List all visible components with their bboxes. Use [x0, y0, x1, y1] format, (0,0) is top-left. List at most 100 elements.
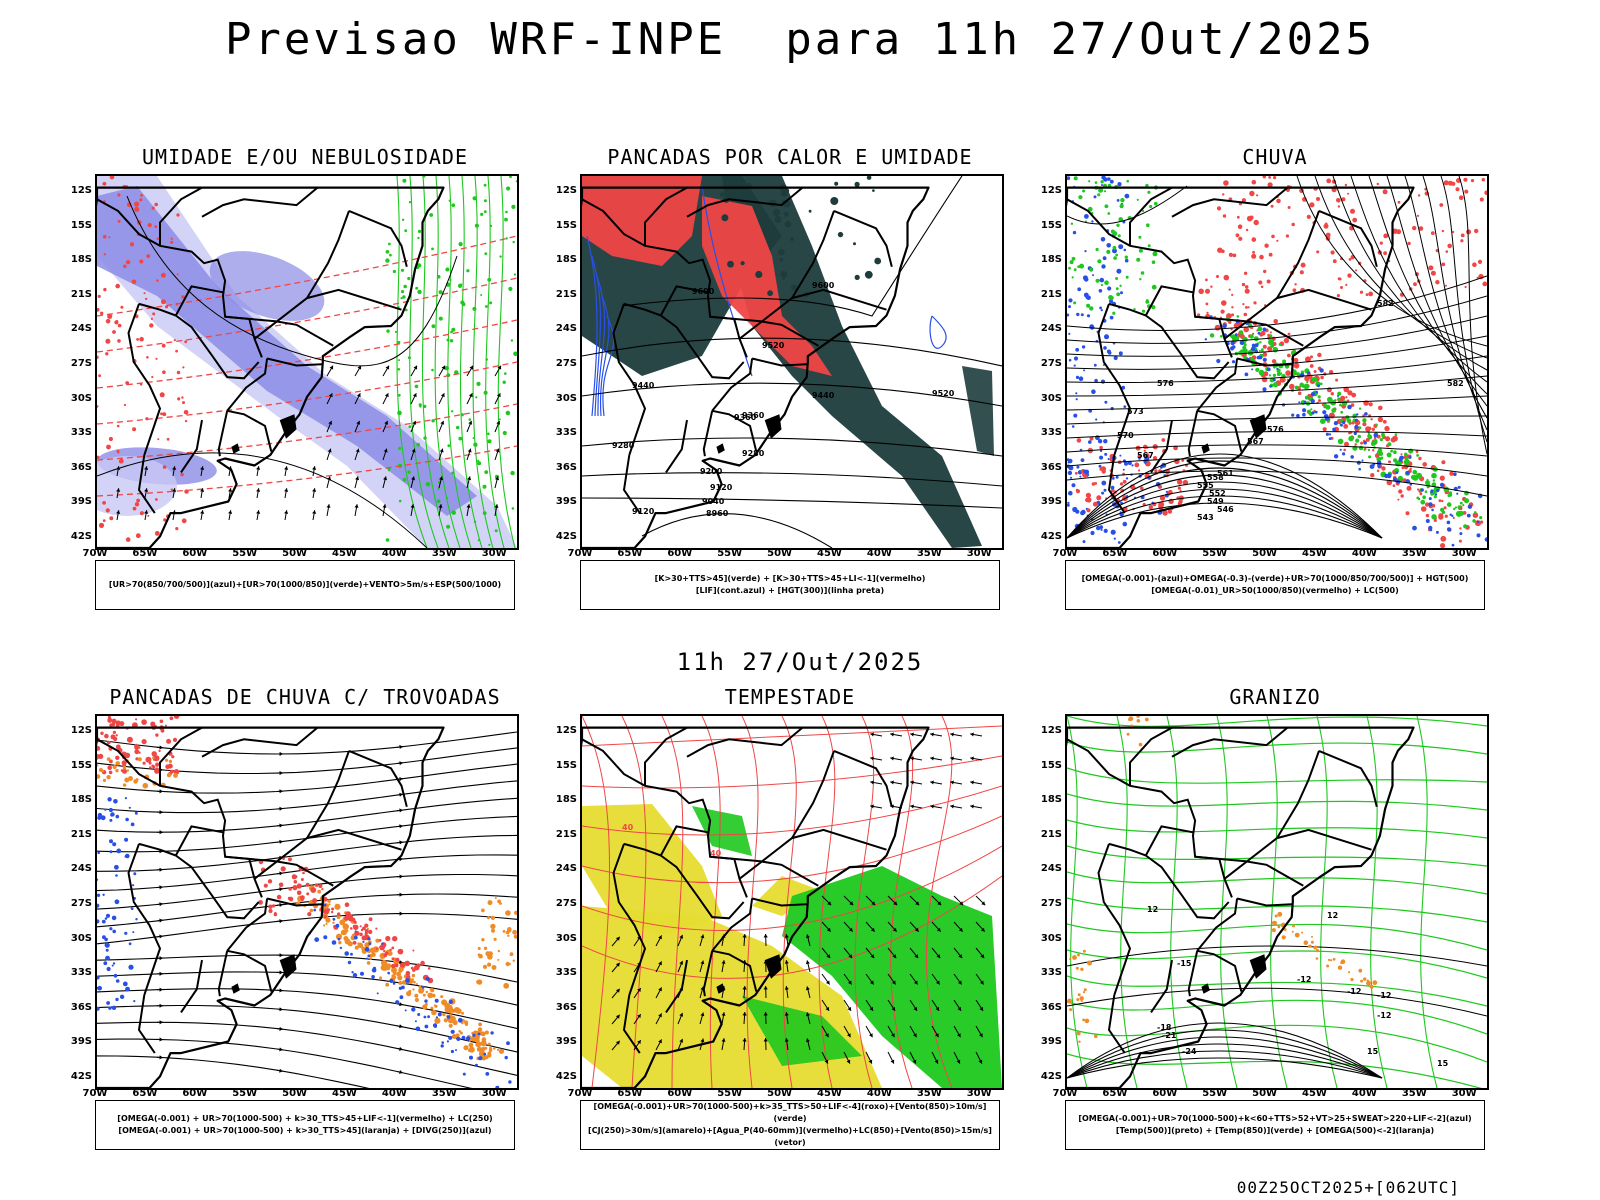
- green-cell: [1268, 339, 1274, 346]
- green-cell: [513, 351, 517, 357]
- blue-cell: [1251, 346, 1256, 351]
- blue-cell: [474, 1063, 478, 1067]
- blue-cell: [372, 966, 377, 970]
- orange-cell: [115, 768, 119, 773]
- red-cell: [1309, 364, 1314, 368]
- blue-cell: [112, 842, 117, 847]
- green-cell: [408, 201, 412, 204]
- wind-vector: [970, 756, 983, 761]
- streamline-arrow: [156, 1037, 164, 1042]
- blue-cell: [354, 930, 357, 933]
- wind-vector: [742, 1037, 747, 1051]
- omega-cell: [1340, 959, 1346, 964]
- state-border: [226, 949, 273, 992]
- blue-cell: [1100, 379, 1106, 384]
- orange-cell: [482, 964, 488, 969]
- hgt500-contour: [1067, 185, 1188, 225]
- streamline-arrow: [156, 789, 164, 794]
- blue-cell: [1075, 347, 1080, 352]
- orange-cell: [112, 764, 117, 770]
- blue-cell: [1232, 345, 1236, 349]
- red-cell: [97, 307, 100, 312]
- blue-cell: [1094, 378, 1098, 383]
- orange-cell: [323, 924, 326, 927]
- red-cell: [115, 734, 118, 737]
- blue-cell: [1100, 449, 1103, 453]
- lon-tick-label: 50W: [282, 548, 308, 559]
- state-border: [1187, 950, 1199, 997]
- red-cell: [1470, 179, 1475, 183]
- red-cell: [383, 953, 388, 958]
- thickness-contour: [97, 403, 517, 461]
- red-cell: [348, 914, 354, 920]
- orange-cell: [354, 945, 359, 950]
- state-border: [702, 950, 714, 997]
- state-border: [833, 749, 893, 807]
- teal-cell: [874, 257, 882, 265]
- green-cell: [480, 294, 483, 296]
- red-cell: [420, 960, 425, 966]
- red-cell: [1346, 399, 1350, 403]
- red-cell: [145, 756, 152, 763]
- green-cell: [1117, 234, 1121, 238]
- red-cell: [1445, 284, 1447, 287]
- green-cell: [1229, 334, 1233, 338]
- green-cell: [1257, 326, 1263, 332]
- blue-cell: [1222, 323, 1227, 329]
- red-cell: [97, 455, 100, 459]
- green-cell: [458, 436, 463, 441]
- green-cell: [511, 204, 516, 209]
- red-cell: [97, 745, 101, 751]
- wind-vector: [466, 420, 473, 433]
- state-border: [159, 186, 203, 246]
- wind-vector: [865, 973, 875, 985]
- red-cell: [1370, 473, 1375, 478]
- lat-tick-label: 30S: [70, 392, 92, 404]
- wind-vector: [326, 504, 331, 517]
- blue-cell: [1160, 466, 1163, 469]
- red-cell: [1347, 390, 1353, 396]
- red-cell: [1402, 478, 1407, 483]
- wind-vector: [633, 987, 642, 999]
- blue-cell: [399, 995, 404, 1000]
- wind-vector: [805, 1012, 811, 1025]
- green-cell: [1420, 499, 1426, 505]
- red-cell: [1438, 513, 1444, 519]
- red-cell: [1449, 471, 1454, 476]
- red-cell: [135, 718, 138, 721]
- red-cell: [1417, 488, 1420, 491]
- lat-tick-label: 21S: [555, 288, 577, 300]
- red-cell: [1273, 319, 1278, 324]
- lat-tick-label: 42S: [1040, 531, 1062, 542]
- red-cell: [368, 929, 373, 935]
- green-contour: [409, 176, 439, 548]
- blue-cell: [1353, 431, 1357, 436]
- green-cell: [1258, 369, 1265, 376]
- omega-cell: [1082, 949, 1086, 953]
- state-border: [1107, 454, 1126, 514]
- blue-cell: [1068, 298, 1073, 303]
- blue-cell: [109, 839, 113, 844]
- green-cell: [1068, 266, 1071, 270]
- wind-vector: [410, 420, 417, 433]
- lc850-streamline: [818, 716, 836, 1088]
- blue-cell: [1084, 214, 1089, 219]
- blue-cell: [415, 1026, 421, 1032]
- green-cell: [1386, 452, 1392, 458]
- green-cell: [405, 308, 408, 312]
- teal-cell: [854, 181, 860, 187]
- state-border: [1195, 855, 1304, 887]
- red-cell: [100, 731, 104, 735]
- red-cell: [151, 375, 154, 379]
- red-cell: [105, 508, 110, 513]
- blue-cell: [1099, 455, 1104, 460]
- omega-cell: [1281, 924, 1284, 927]
- red-cell: [98, 522, 105, 528]
- blue-cell: [446, 1015, 451, 1019]
- red-cell: [1260, 285, 1264, 289]
- green-cell: [510, 470, 515, 476]
- red-cell: [102, 501, 106, 505]
- green-cell: [477, 461, 482, 466]
- green-cell: [397, 410, 402, 416]
- green-cell: [407, 276, 411, 281]
